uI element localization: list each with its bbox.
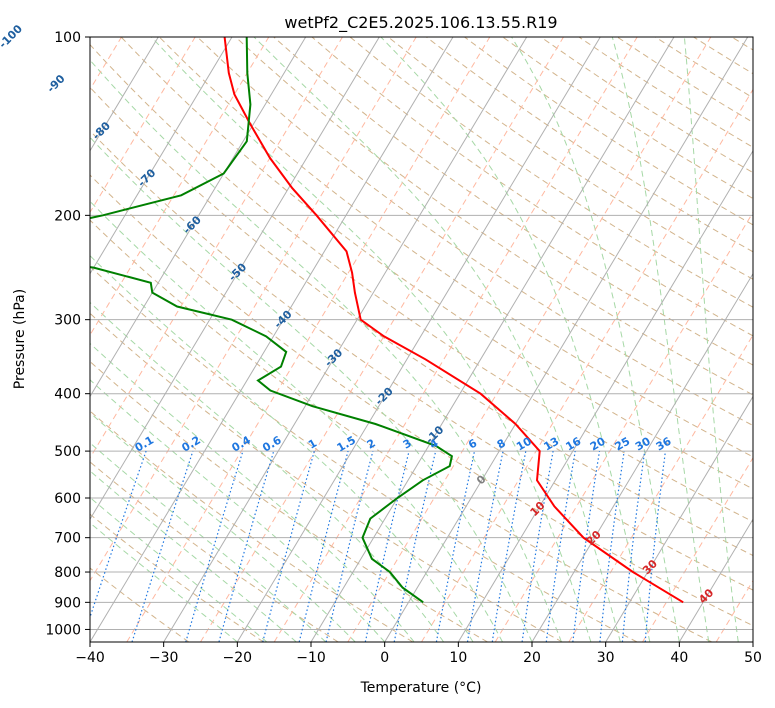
moist-adiabat-line [380,37,651,642]
x-tick-label: −40 [75,650,105,666]
mixing-ratio-line [545,451,576,642]
moist-adiabat-line [90,255,474,642]
isotherm-line [457,149,753,642]
temperature-profile-line [223,37,684,604]
isotherm-guide-line [273,37,638,642]
y-tick-label: 300 [54,313,81,329]
y-tick-label: 800 [54,565,81,581]
moist-adiabat-line [90,61,562,642]
moist-adiabat-line [151,37,592,642]
dry-adiabat-line [90,265,638,642]
dry-adiabat-line [90,360,488,642]
moist-adiabat-line [511,37,680,642]
dewpoint-profile-line [90,37,454,604]
mixing-ratio-line [644,451,666,642]
moist-adiabat-line [253,37,621,642]
y-tick-label: 500 [54,444,81,460]
moist-adiabat-line [90,412,356,642]
isotherm-line [384,37,749,642]
isotherm-line [90,37,307,398]
isotherm-guide-line [347,37,712,642]
dry-adiabat-line [197,37,753,427]
x-axis-label: Temperature (°C) [360,680,482,696]
isotherm-guide-line [90,37,417,582]
isotherm-line [531,272,753,642]
dry-adiabat-line [311,37,753,337]
isotherm-line [0,37,11,642]
x-tick-label: 20 [523,650,541,666]
x-tick-label: −30 [149,650,179,666]
dry-adiabat-line [90,219,712,642]
x-tick-label: 40 [670,650,688,666]
isotherm-line [163,37,528,642]
mixing-ratio-line [185,450,244,642]
x-tick-label: 50 [744,650,762,666]
mixing-ratio-line [262,450,315,642]
moist-adiabat-line [90,522,238,642]
mixing-ratio-line [298,450,349,642]
isotherm-line [605,395,753,642]
isotherm-guide-line [568,334,753,642]
moist-adiabat-line [90,136,533,642]
isotherm-guide-line [126,37,491,642]
dry-adiabat-line [120,37,753,490]
mixing-ratio-line [572,451,601,642]
isotherm-guide-line [494,211,753,642]
isotherm-label: -100 [0,22,25,51]
moist-adiabat-line [90,301,445,642]
moist-adiabat-line [611,37,710,642]
isotherm-line [90,37,380,521]
moist-adiabat-line [90,442,327,642]
axis-ticks: −40 −30 −20 −10 0 10 20 30 40 50 100 200 300 400 500 60… [45,30,762,666]
y-tick-label: 1000 [45,622,81,638]
y-tick-label: 100 [54,30,81,46]
mixing-ratio-line [131,450,194,642]
y-tick-label: 900 [54,595,81,611]
dry-adiabat-line [90,567,190,642]
y-tick-label: 600 [54,491,81,507]
mixing-ratio-line [621,451,646,642]
isotherm-line [310,37,675,642]
y-tick-label: 400 [54,387,81,403]
dry-adiabat-line [90,513,264,642]
dry-adiabat-line [90,312,563,642]
isotherm-line [752,641,753,642]
isotherm-line [236,37,601,642]
isotherm-line [90,37,159,152]
x-tick-label: 10 [449,650,467,666]
mixing-ratio-line [325,450,374,642]
isotherm-line [678,518,753,642]
dry-adiabat-line [90,174,753,627]
isotherm-label: -90 [44,72,67,95]
x-tick-label: −10 [296,650,326,666]
x-tick-label: −20 [223,650,253,666]
isotherm-guide-line [200,37,564,642]
moist-adiabat-line [683,37,739,642]
y-tick-label: 700 [54,531,81,547]
mixing-ratio-line [364,450,410,642]
mixing-ratio-line [599,451,625,642]
y-axis-label: Pressure (hPa) [12,289,28,389]
plot-frame [89,36,754,643]
plot-background [90,37,753,642]
x-tick-label: 30 [597,650,615,666]
y-tick-label: 200 [54,208,81,224]
isotherm-line [90,37,233,275]
moist-adiabat-line [90,342,415,642]
dry-adiabat-line [158,37,753,458]
isotherm-guide-line [421,88,753,642]
mixing-ratio-line [218,450,275,642]
mixing-ratio-line [393,450,437,642]
dry-adiabat-line [349,37,753,308]
isotherm-guide-line [90,37,343,459]
series-lines [90,37,684,604]
chart-title: wetPf2_C2E5.2025.106.13.55.R19 [284,13,557,33]
x-tick-label: 0 [380,650,389,666]
